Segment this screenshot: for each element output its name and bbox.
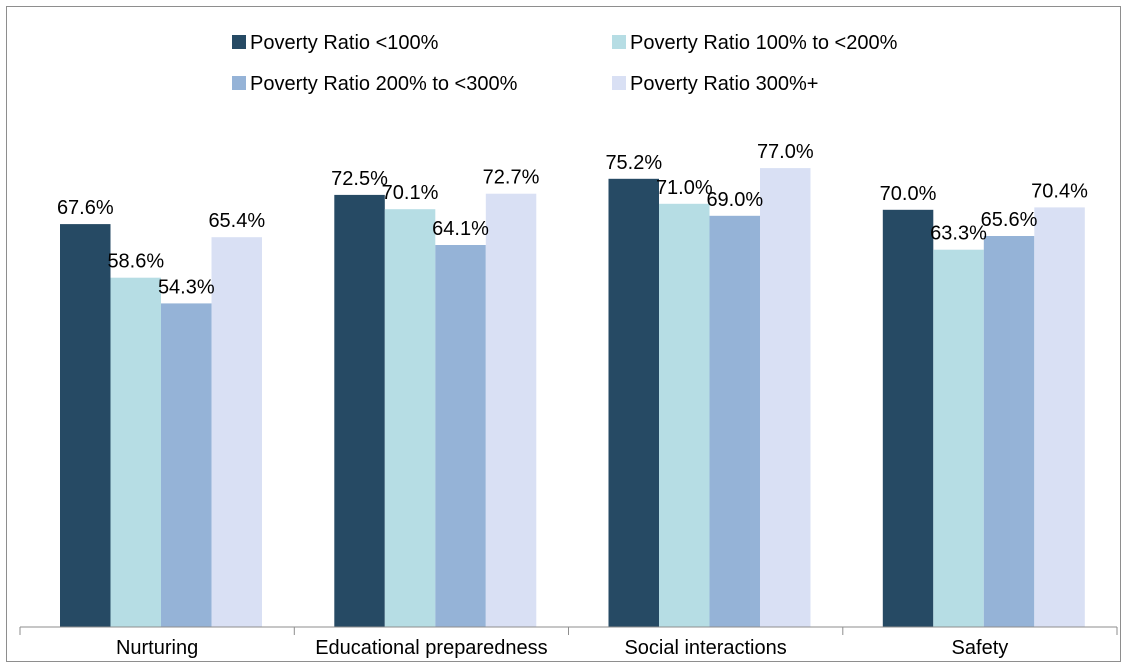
bar-2-4 xyxy=(485,193,537,627)
bar-4-3 xyxy=(983,236,1035,627)
legend-swatch-4 xyxy=(612,76,626,90)
bar-4-4 xyxy=(1034,207,1085,627)
bar-3-2 xyxy=(659,203,710,628)
legend-label-2: Poverty Ratio 100% to <200% xyxy=(630,32,898,54)
bar-2-3 xyxy=(435,245,486,627)
data-label-1-4: 65.4% xyxy=(208,210,265,232)
bar-1-2 xyxy=(110,277,161,627)
data-label-3-2: 71.0% xyxy=(656,177,713,199)
data-label-4-4: 70.4% xyxy=(1031,180,1088,202)
bar-2-2 xyxy=(384,209,436,627)
legend-swatch-2 xyxy=(612,35,626,49)
bar-3-3 xyxy=(709,215,760,628)
bar-4-2 xyxy=(933,249,984,627)
x-tick-label-2: Educational preparedness xyxy=(315,637,547,659)
legend-label-3: Poverty Ratio 200% to <300% xyxy=(250,73,518,95)
data-label-3-1: 75.2% xyxy=(605,152,662,174)
legend-swatch-1 xyxy=(232,35,246,49)
x-axis: Nurturing Educational preparedness Social … xyxy=(19,626,1118,659)
x-tick-label-4: Safety xyxy=(952,637,1009,659)
bar-2-1 xyxy=(334,194,385,627)
data-label-4-1: 70.0% xyxy=(880,183,937,205)
bar-1-4 xyxy=(211,237,262,627)
legend-label-1: Poverty Ratio <100% xyxy=(250,32,439,54)
data-label-2-3: 64.1% xyxy=(432,218,489,240)
bar-1-1 xyxy=(60,224,111,627)
data-label-2-2: 70.1% xyxy=(382,182,439,204)
data-label-3-3: 69.0% xyxy=(706,189,763,211)
data-label-1-1: 67.6% xyxy=(57,197,114,219)
legend-label-4: Poverty Ratio 300%+ xyxy=(630,73,818,95)
bars xyxy=(60,168,1085,628)
x-tick-label-3: Social interactions xyxy=(624,637,786,659)
bar-1-3 xyxy=(161,303,212,627)
data-label-1-2: 58.6% xyxy=(107,251,164,273)
data-label-3-4: 77.0% xyxy=(757,141,814,163)
bar-3-4 xyxy=(760,168,811,627)
data-label-4-3: 65.6% xyxy=(981,209,1038,231)
data-label-2-4: 72.7% xyxy=(483,167,540,189)
bar-3-1 xyxy=(608,178,659,628)
bar-4-1 xyxy=(882,209,934,628)
data-label-4-2: 63.3% xyxy=(930,223,987,245)
data-labels: 67.6% 58.6% 54.3% 65.4% 72.5%70.1% 64.1% 72.7%… xyxy=(57,141,1088,298)
legend-swatch-3 xyxy=(232,76,246,90)
legend: Poverty Ratio <100% Poverty Ratio 100% to… xyxy=(232,32,898,95)
data-label-2-1: 72.5% xyxy=(331,168,388,190)
data-label-1-3: 54.3% xyxy=(158,276,215,298)
x-tick-label-1: Nurturing xyxy=(116,637,198,659)
